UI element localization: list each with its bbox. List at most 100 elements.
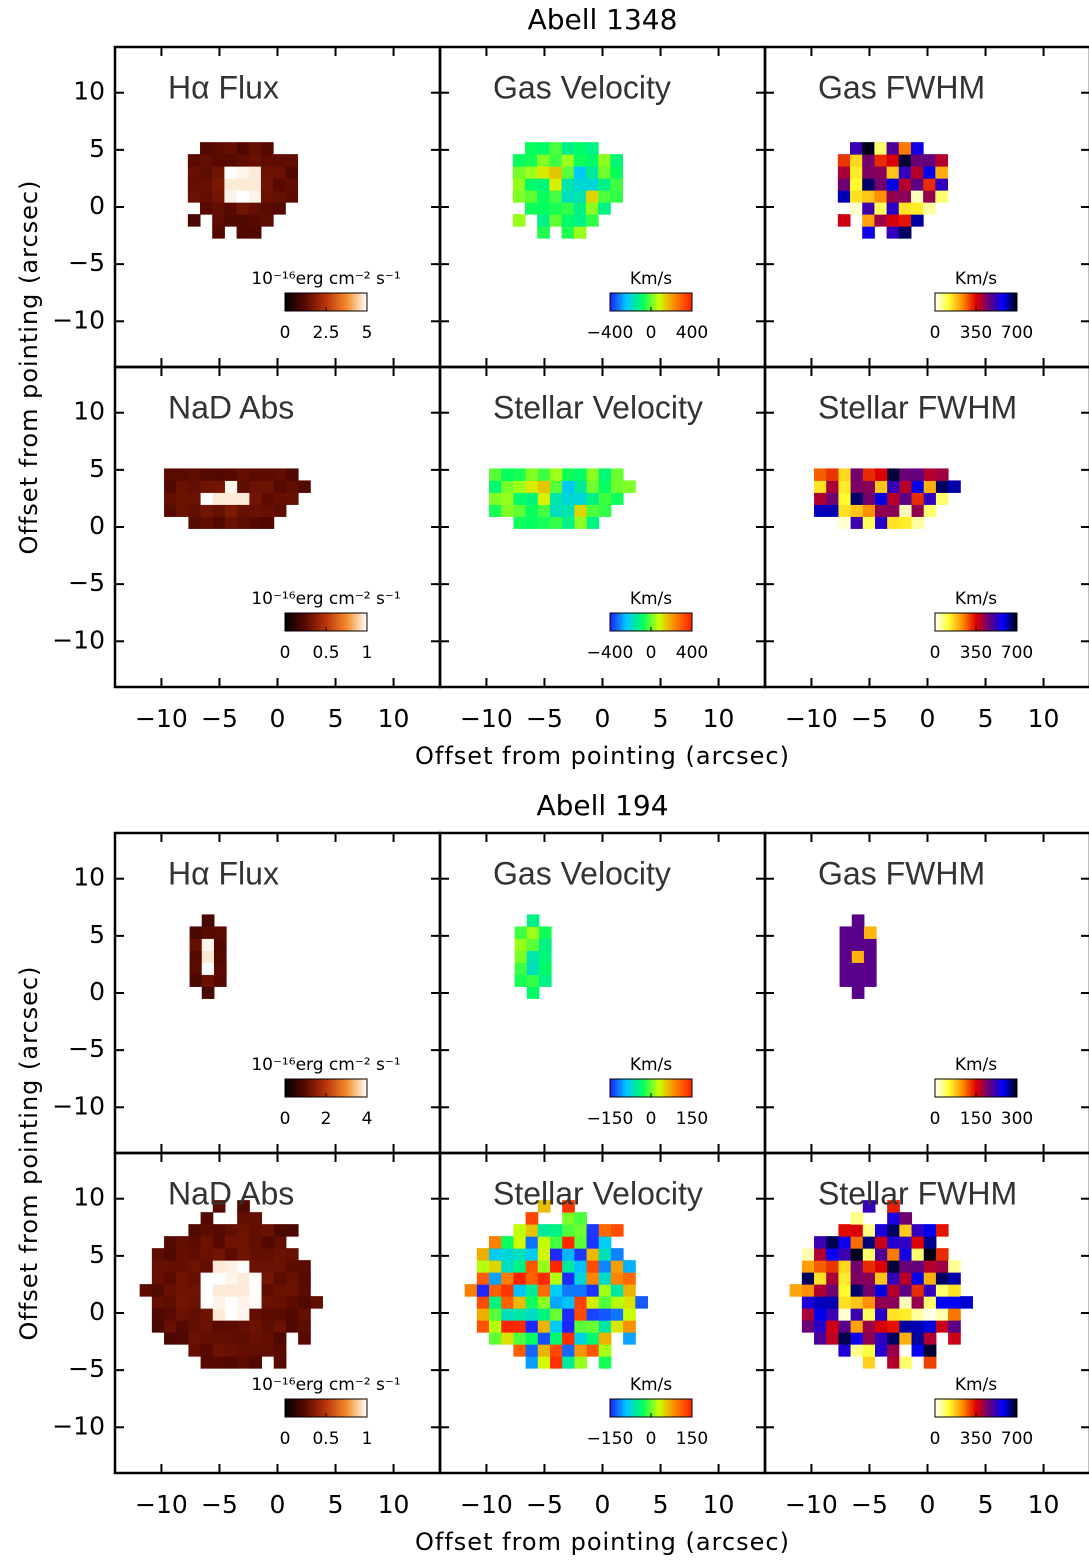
pixel (874, 492, 888, 505)
pixel (923, 1296, 937, 1309)
pixel (212, 1272, 226, 1285)
y-tick-label: 0 (89, 511, 105, 540)
pixel (489, 1260, 502, 1273)
pixel (489, 492, 502, 505)
pixel (537, 166, 550, 179)
pixel-map (164, 468, 311, 529)
pixel (525, 1332, 539, 1345)
pixel (237, 1296, 250, 1309)
pixel (911, 504, 925, 517)
pixel (935, 1248, 949, 1261)
pixel (285, 1308, 299, 1321)
pixel (549, 504, 563, 517)
y-tick-label: −10 (52, 625, 105, 654)
pixel (935, 166, 949, 179)
pixel (512, 214, 526, 227)
pixel (585, 166, 599, 179)
pixel (887, 468, 900, 481)
pixel (187, 190, 201, 203)
pixel (260, 190, 274, 203)
pixel (212, 1332, 226, 1345)
y-tick-label: 0 (89, 1297, 105, 1326)
pixel (261, 1344, 275, 1357)
x-tick-label: 5 (653, 704, 669, 733)
pixel (164, 1236, 177, 1249)
pixel (261, 1308, 275, 1321)
pixel (514, 950, 528, 963)
pixel (260, 142, 274, 155)
pixel (501, 480, 514, 493)
pixel (801, 1260, 815, 1273)
pixel (910, 154, 924, 167)
pixel (598, 190, 611, 203)
pixel (561, 142, 575, 155)
pixel (899, 1224, 913, 1237)
x-tick-label: −5 (526, 1490, 563, 1519)
y-axis-label: Offset from pointing (arcsec) (15, 966, 43, 1341)
pixel (923, 504, 937, 517)
pixel (285, 154, 299, 167)
pixel (249, 480, 263, 493)
pixel (513, 1332, 527, 1345)
pixel (298, 480, 311, 493)
pixel (249, 1356, 263, 1369)
pixel (261, 1236, 275, 1249)
pixel (513, 1296, 527, 1309)
pixel (273, 1236, 287, 1249)
pixel (537, 1344, 551, 1357)
pixel (212, 1320, 226, 1333)
pixel (549, 190, 563, 203)
colorbar-tick-label: 400 (676, 323, 708, 343)
pixel (898, 142, 912, 155)
pixel (237, 1212, 250, 1225)
pixel (561, 202, 575, 215)
pixel (948, 1320, 961, 1333)
pixel (248, 226, 262, 239)
pixel (537, 154, 550, 167)
colorbar-tick-label: 0 (646, 1109, 657, 1129)
pixel (273, 190, 286, 203)
pixel (887, 1272, 900, 1285)
pixel (188, 1344, 202, 1357)
pixel (200, 1212, 214, 1225)
pixel (874, 516, 888, 529)
pixel (598, 178, 611, 191)
pixel (935, 1284, 949, 1297)
pixel (911, 480, 925, 493)
pixel (285, 166, 299, 179)
pixel (236, 226, 250, 239)
pixel (814, 1308, 827, 1321)
pixel (512, 154, 526, 167)
pixel (623, 1296, 636, 1309)
colorbar-tick-label: 700 (1001, 643, 1033, 663)
pixel (923, 190, 936, 203)
colorbar-tick-label: 300 (1001, 1109, 1033, 1129)
pixel (586, 468, 600, 481)
pixel (201, 926, 215, 939)
pixel (573, 202, 587, 215)
pixel (923, 1356, 937, 1369)
pixel (249, 504, 263, 517)
pixel (801, 1320, 815, 1333)
pixel (839, 926, 853, 939)
pixel (899, 1308, 913, 1321)
pixel (188, 1332, 202, 1345)
pixel (212, 166, 225, 179)
pixel (898, 166, 912, 179)
pixel (887, 492, 900, 505)
pixel (236, 190, 250, 203)
pixel (562, 1212, 575, 1225)
pixel (850, 1212, 864, 1225)
pixel (863, 938, 877, 951)
pixel (525, 190, 538, 203)
x-tick-label: 10 (378, 1490, 410, 1519)
x-tick-label: 5 (653, 1490, 669, 1519)
pixel (837, 214, 851, 227)
pixel (298, 1272, 311, 1285)
pixel (837, 178, 851, 191)
x-tick-label: 0 (270, 1490, 286, 1519)
pixel (899, 1260, 913, 1273)
x-tick-label: −5 (851, 704, 888, 733)
pixel (525, 1356, 539, 1369)
pixel (935, 1260, 949, 1273)
